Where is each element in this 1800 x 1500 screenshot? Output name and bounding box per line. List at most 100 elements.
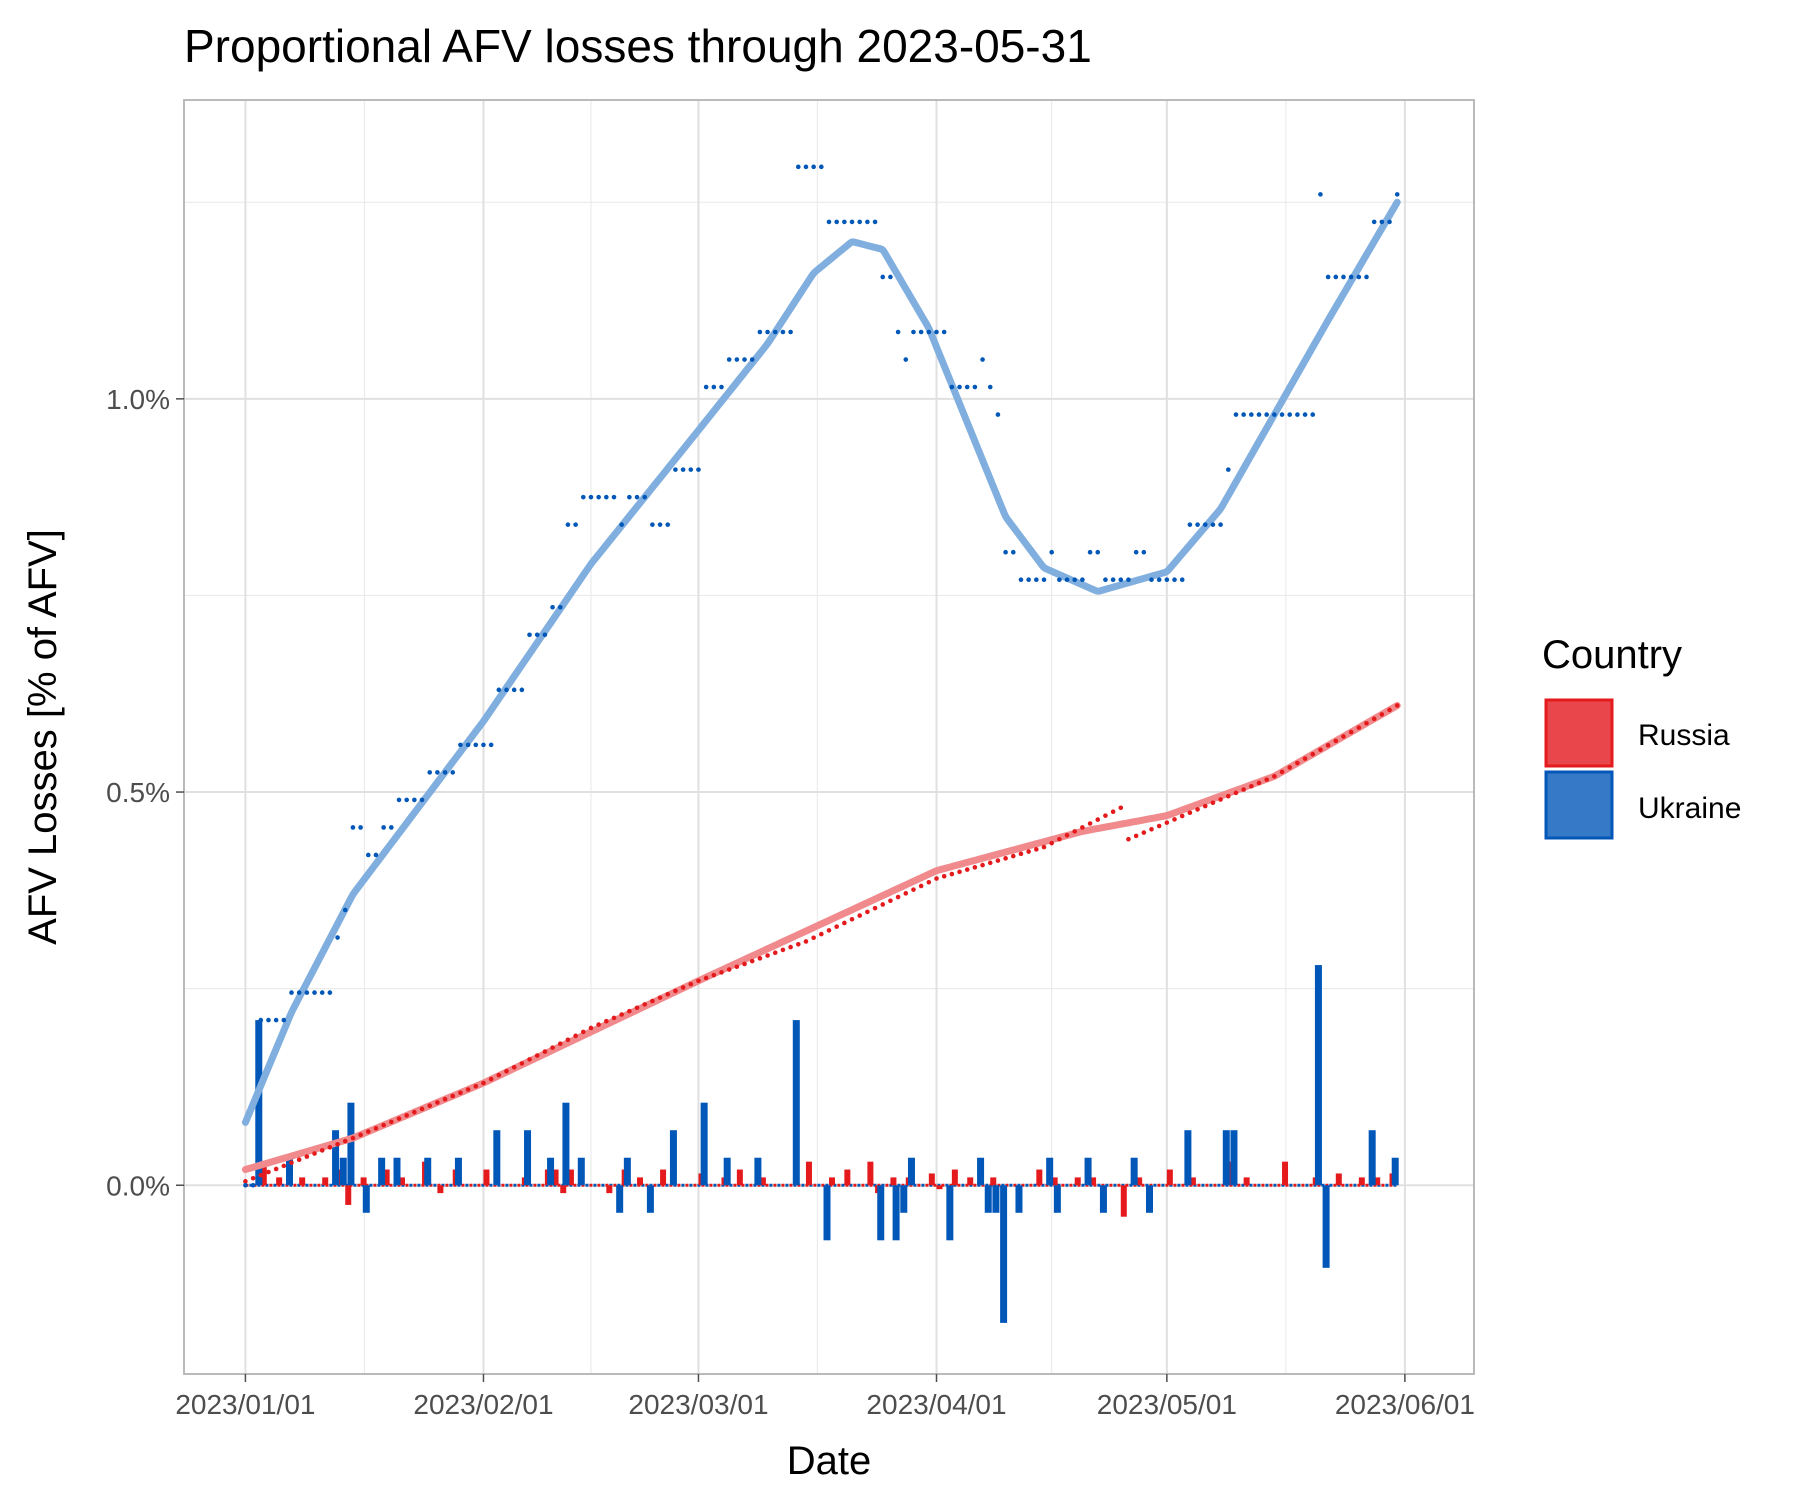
russia-daily-bar	[844, 1169, 851, 1186]
ukraine-daily-bar	[754, 1157, 762, 1186]
ukraine-cumulative-point	[772, 329, 778, 335]
ukraine-cumulative-point	[1195, 522, 1200, 527]
ukraine-cumulative-point	[565, 522, 571, 527]
russia-cumulative-point	[427, 1103, 433, 1108]
chart-title: Proportional AFV losses through 2023-05-…	[184, 20, 1092, 72]
ukraine-cumulative-point	[1087, 549, 1093, 555]
ukraine-daily-bar	[493, 1130, 501, 1186]
ukraine-cumulative-point	[557, 604, 563, 610]
y-tick-label: 0.0%	[106, 1170, 170, 1201]
russia-cumulative-point	[404, 1113, 409, 1118]
ukraine-cumulative-point	[795, 164, 801, 170]
ukraine-cumulative-point	[949, 384, 955, 390]
ukraine-cumulative-point	[842, 219, 847, 225]
ukraine-cumulative-point	[1049, 549, 1054, 555]
ukraine-daily-bar	[1015, 1185, 1023, 1213]
ukraine-cumulative-point	[811, 164, 816, 170]
ukraine-cumulative-point	[903, 357, 909, 362]
russia-daily-bar	[260, 1161, 267, 1186]
ukraine-cumulative-point	[427, 770, 433, 775]
russia-cumulative-point	[1310, 751, 1316, 757]
ukraine-cumulative-point	[941, 329, 947, 335]
russia-cumulative-point	[1302, 756, 1308, 761]
ukraine-cumulative-point	[1233, 412, 1239, 417]
ukraine-cumulative-point	[1126, 577, 1131, 583]
russia-cumulative-point	[765, 953, 770, 958]
russia-cumulative-point	[1195, 807, 1200, 812]
ukraine-daily-bar	[1130, 1157, 1138, 1186]
ukraine-cumulative-point	[250, 1182, 256, 1188]
x-axis-ticks: 2023/01/01 2023/02/01 2023/03/01 2023/04/01…	[175, 1374, 1475, 1420]
ukraine-cumulative-point	[335, 935, 340, 940]
ukraine-cumulative-points	[243, 164, 1400, 1188]
ukraine-daily-bar	[992, 1185, 1000, 1213]
russia-cumulative-point	[289, 1160, 294, 1166]
ukraine-cumulative-point	[673, 467, 678, 472]
russia-cumulative-point	[381, 1122, 386, 1128]
ukraine-daily-bar	[792, 1020, 800, 1186]
ukraine-cumulative-point	[1133, 549, 1139, 555]
russia-cumulative-point	[350, 1135, 356, 1141]
ukraine-cumulative-point	[719, 384, 724, 390]
ukraine-cumulative-point	[1333, 274, 1339, 280]
ukraine-cumulative-point	[872, 219, 878, 225]
ukraine-cumulative-point	[1034, 577, 1039, 583]
ukraine-daily-bar	[424, 1157, 432, 1186]
ukraine-daily-bar	[977, 1157, 985, 1186]
russia-cumulative-point	[396, 1116, 402, 1121]
russia-cumulative-point	[504, 1068, 509, 1074]
russia-daily-bar	[567, 1169, 574, 1186]
ukraine-cumulative-point	[964, 384, 970, 390]
russia-cumulative-point	[250, 1175, 256, 1181]
russia-daily-bar	[1074, 1177, 1081, 1186]
russia-cumulative-point	[389, 1119, 394, 1125]
legend-key-ukraine	[1544, 770, 1614, 840]
ukraine-cumulative-point	[826, 219, 832, 225]
ukraine-cumulative-point	[450, 770, 456, 775]
russia-daily-bar	[360, 1177, 367, 1186]
ukraine-cumulative-point	[511, 687, 517, 693]
russia-cumulative-point	[688, 981, 694, 987]
x-tick-label: 2023/03/01	[628, 1389, 768, 1420]
ukraine-cumulative-point	[1318, 192, 1323, 197]
russia-cumulative-point	[1064, 833, 1070, 838]
ukraine-cumulative-point	[1325, 274, 1331, 280]
russia-cumulative-point	[1003, 856, 1008, 861]
ukraine-cumulative-point	[1249, 412, 1254, 417]
x-tick-label: 2023/02/01	[413, 1389, 553, 1420]
russia-cumulative-point	[596, 1022, 601, 1027]
russia-cumulative-point	[1218, 797, 1223, 802]
ukraine-daily-bar	[1146, 1185, 1153, 1213]
ukraine-cumulative-point	[665, 522, 671, 527]
ukraine-cumulative-point	[1394, 192, 1400, 197]
russia-daily-bar	[1358, 1177, 1365, 1186]
ukraine-cumulative-point	[342, 907, 348, 913]
russia-cumulative-point	[1249, 783, 1254, 789]
ukraine-cumulative-point	[995, 412, 1001, 417]
russia-daily-bar	[1090, 1177, 1097, 1186]
legend-title: Country	[1542, 633, 1682, 677]
russia-cumulative-point	[1156, 823, 1162, 829]
russia-cumulative-point	[819, 931, 824, 937]
russia-cumulative-point	[772, 950, 778, 956]
ukraine-cumulative-point	[419, 797, 425, 803]
russia-cumulative-point	[273, 1166, 279, 1172]
ukraine-daily-bar	[1314, 965, 1322, 1186]
ukraine-cumulative-point	[1218, 522, 1223, 527]
russia-cumulative-point	[734, 964, 740, 970]
russia-cumulative-point	[419, 1106, 425, 1112]
x-tick-label: 2023/04/01	[866, 1389, 1006, 1420]
russia-cumulative-point	[243, 1179, 248, 1184]
russia-cumulative-point	[673, 988, 678, 994]
russia-cumulative-point	[373, 1126, 379, 1131]
russia-daily-bar	[1166, 1169, 1173, 1186]
ukraine-cumulative-point	[365, 852, 371, 858]
russia-cumulative-point	[657, 995, 663, 1000]
ukraine-daily-bar	[362, 1185, 370, 1213]
russia-cumulative-point	[1080, 825, 1085, 830]
russia-cumulative-point	[542, 1049, 548, 1054]
russia-daily-bar	[1051, 1177, 1058, 1186]
russia-cumulative-point	[1210, 800, 1216, 806]
ukraine-cumulative-point	[350, 825, 356, 830]
ukraine-cumulative-point	[972, 384, 978, 390]
